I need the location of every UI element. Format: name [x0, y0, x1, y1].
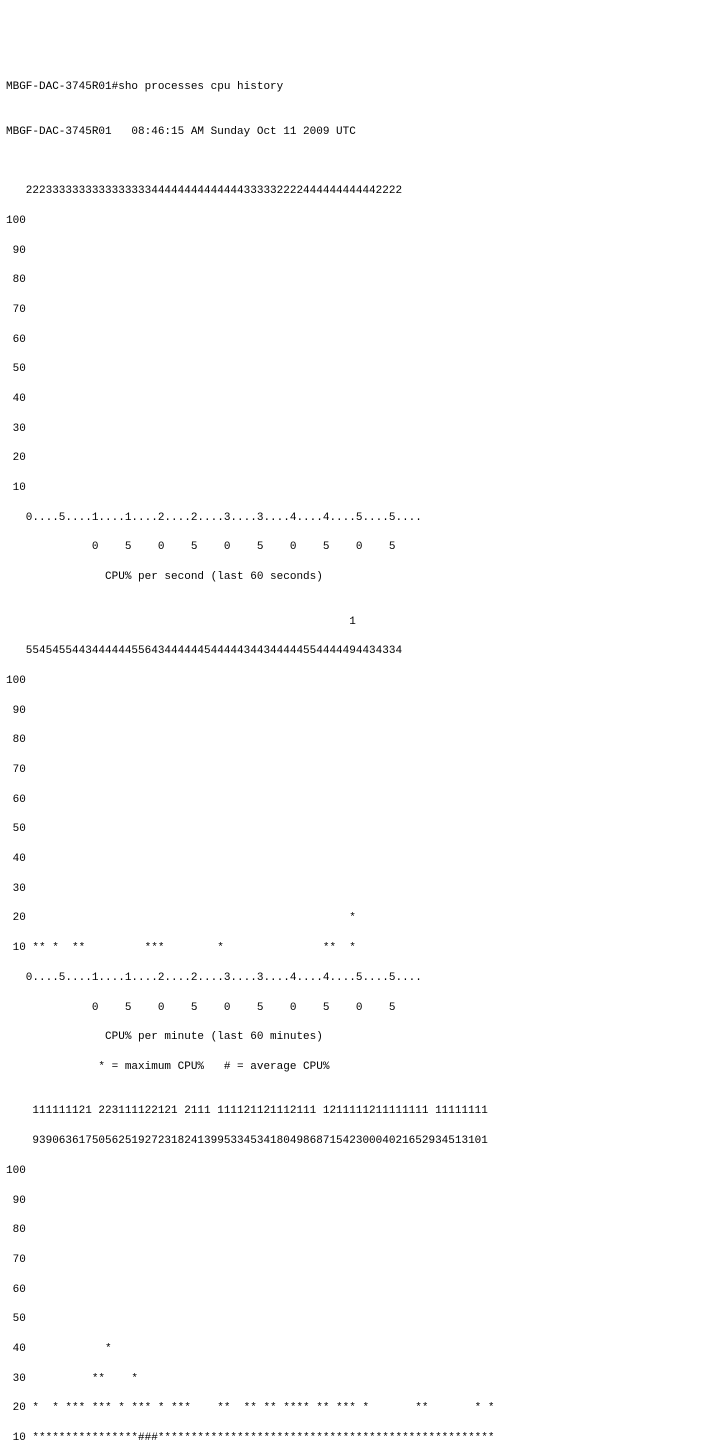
- hours-chart-20: 20 * * *** *** * *** * *** ** ** ** ****…: [6, 1401, 700, 1416]
- seconds-chart-axis1: 0....5....1....1....2....2....3....3....…: [6, 511, 700, 526]
- minutes-chart-30: 30: [6, 882, 700, 897]
- minutes-chart-80: 80: [6, 733, 700, 748]
- hours-chart-30: 30 ** *: [6, 1372, 700, 1387]
- seconds-chart-30: 30: [6, 422, 700, 437]
- seconds-chart-60: 60: [6, 333, 700, 348]
- minutes-chart-60: 60: [6, 793, 700, 808]
- seconds-chart-100: 100: [6, 214, 700, 229]
- hours-chart-header1: 111111121 223111122121 2111 111121121112…: [6, 1104, 700, 1119]
- command-line: MBGF-DAC-3745R01#sho processes cpu histo…: [6, 80, 700, 95]
- seconds-chart-10: 10: [6, 481, 700, 496]
- minutes-chart-legend: * = maximum CPU% # = average CPU%: [6, 1060, 700, 1075]
- seconds-chart-70: 70: [6, 303, 700, 318]
- seconds-chart-40: 40: [6, 392, 700, 407]
- hours-chart-10: 10 ****************###******************…: [6, 1431, 700, 1446]
- seconds-chart-axis2: 0 5 0 5 0 5 0 5 0 5: [6, 540, 700, 555]
- hours-chart-80: 80: [6, 1223, 700, 1238]
- minutes-chart-header1: 1: [6, 615, 700, 630]
- hours-chart-90: 90: [6, 1194, 700, 1209]
- seconds-chart-90: 90: [6, 244, 700, 259]
- seconds-chart-20: 20: [6, 451, 700, 466]
- hours-chart-50: 50: [6, 1312, 700, 1327]
- minutes-chart-10: 10 ** * ** *** * ** *: [6, 941, 700, 956]
- minutes-chart-50: 50: [6, 822, 700, 837]
- seconds-chart-80: 80: [6, 273, 700, 288]
- minutes-chart-90: 90: [6, 704, 700, 719]
- terminal-output: MBGF-DAC-3745R01#sho processes cpu histo…: [6, 65, 700, 1454]
- hours-chart-header2: 9390636175056251927231824139953345341804…: [6, 1134, 700, 1149]
- minutes-chart-70: 70: [6, 763, 700, 778]
- minutes-chart-header2: 5545455443444444556434444445444443443444…: [6, 644, 700, 659]
- minutes-chart-label: CPU% per minute (last 60 minutes): [6, 1030, 700, 1045]
- seconds-chart-header: 2223333333333333333444444444444443333322…: [6, 184, 700, 199]
- hours-chart-40: 40 *: [6, 1342, 700, 1357]
- hours-chart-100: 100: [6, 1164, 700, 1179]
- minutes-chart-axis2: 0 5 0 5 0 5 0 5 0 5: [6, 1001, 700, 1016]
- seconds-chart-label: CPU% per second (last 60 seconds): [6, 570, 700, 585]
- minutes-chart-100: 100: [6, 674, 700, 689]
- seconds-chart-50: 50: [6, 362, 700, 377]
- hours-chart-70: 70: [6, 1253, 700, 1268]
- minutes-chart-40: 40: [6, 852, 700, 867]
- minutes-chart-20: 20 *: [6, 911, 700, 926]
- timestamp-line: MBGF-DAC-3745R01 08:46:15 AM Sunday Oct …: [6, 125, 700, 140]
- hours-chart-60: 60: [6, 1283, 700, 1298]
- minutes-chart-axis1: 0....5....1....1....2....2....3....3....…: [6, 971, 700, 986]
